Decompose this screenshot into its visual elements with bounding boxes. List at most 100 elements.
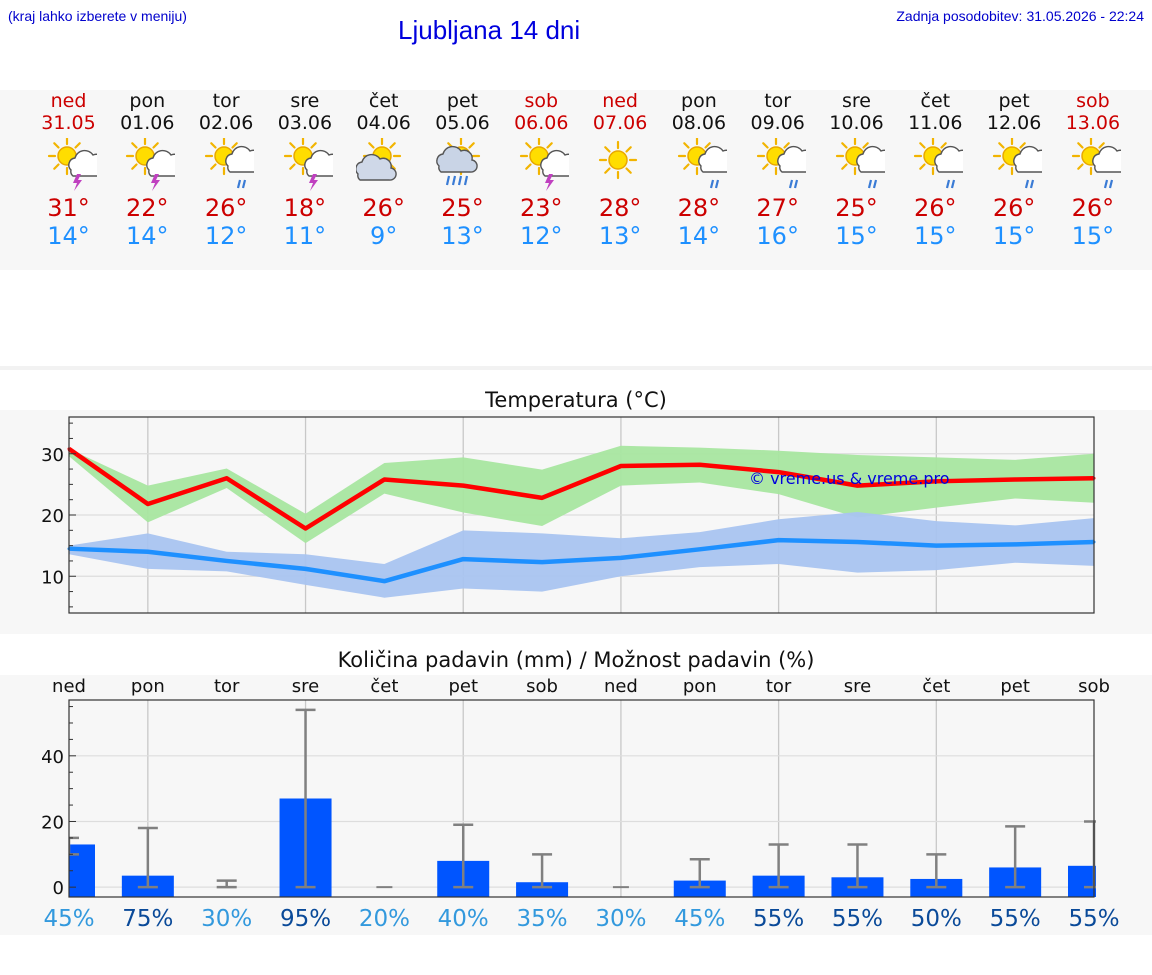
min-temp-point [461,557,465,561]
day-date: 13.06 [1065,112,1121,134]
precip-probability-label: 55% [1068,906,1119,932]
day-date: 04.06 [356,112,411,134]
day-name: pet [446,90,479,112]
precip-probability-label: 95% [280,906,331,932]
day-column: sre 03.06 18° 11° [265,90,344,250]
temp-max: 26° [204,194,248,222]
temp-max: 31° [47,194,90,222]
min-temp-point [304,567,308,571]
sun-cloud-rain-icon [756,138,806,189]
sun-cloud-thunder-icon [126,138,176,191]
y-tick-label: 20 [41,506,64,527]
max-temp-point [698,463,702,467]
page-title: Ljubljana 14 dni [398,15,581,45]
precip-probability-label: 50% [911,906,962,932]
day-column: pet 12.06 26° 15° [975,90,1054,250]
min-temp-point [382,579,386,583]
day-column: sob 13.06 26° 15° [1053,90,1132,250]
temp-max: 26° [992,194,1036,222]
sun-cloud-rain-icon [914,138,964,189]
sun-cloud-rain-icon [835,138,885,189]
temp-max: 28° [677,194,721,222]
day-name: tor [764,90,792,112]
max-temp-point [146,502,150,506]
day-name: ned [50,90,87,112]
temp-max: 22° [126,194,169,222]
x-tick-label: čet [370,676,398,697]
day-name: sob [524,90,559,112]
day-date: 05.06 [435,112,490,134]
temp-min: 13° [441,222,484,250]
day-date: 10.06 [829,112,884,134]
location-note[interactable]: (kraj lahko izberete v meniju) [8,8,187,24]
sun-cloud-thunder-icon [47,138,97,191]
y-tick-label: 30 [41,445,64,466]
precip-probability-label: 35% [517,906,568,932]
watermark: © vreme.us & vreme.pro [749,469,950,488]
temp-min: 9° [370,222,398,250]
temp-min: 15° [835,222,878,250]
day-date: 03.06 [277,112,333,134]
x-tick-label: tor [214,676,240,697]
day-name: ned [602,90,638,112]
precip-probability-label: 75% [122,906,173,932]
min-temp-point [1013,542,1017,546]
y-tick-label: 20 [41,812,64,833]
precip-bar [516,882,569,897]
last-update-label: Zadnja posodobitev: [896,8,1023,24]
min-temp-point [146,550,150,554]
max-temp-point [225,476,229,480]
day-name: pet [998,90,1030,112]
sun-cloud-rain-icon [1071,138,1121,189]
temp-min: 13° [598,222,642,250]
plot-area [69,700,1094,897]
temp-max: 26° [1071,194,1115,222]
precip-bar [673,880,726,897]
min-temp-point [855,540,859,544]
temp-min: 14° [47,222,90,250]
day-name: tor [212,90,240,112]
precip-probability-label: 55% [990,906,1041,932]
min-temp-point [619,556,623,560]
temp-max: 25° [835,194,878,222]
x-tick-label: sre [844,676,871,697]
day-name: čet [920,90,951,112]
max-temp-point [382,477,386,481]
day-column: tor 02.06 26° 12° [187,90,266,250]
x-tick-label: tor [766,676,792,697]
day-date: 12.06 [986,112,1042,134]
temp-min: 16° [756,222,799,250]
sun-cloud-icon [355,138,401,181]
day-column: ned 07.06 28° 13° [581,90,660,250]
divider [0,366,1152,370]
precip-bar [1068,865,1096,897]
day-date: 11.06 [908,112,963,134]
day-name: sob [1076,90,1110,112]
min-temp-line [68,537,1095,584]
y-tick-label: 10 [41,567,64,588]
sun-cloud-thunder-icon [283,138,333,191]
max-temp-point [619,464,623,468]
precip-probability-label: 40% [438,906,489,932]
x-tick-label: sob [1078,676,1110,697]
max-temp-point [540,496,544,500]
day-column: pon 08.06 28° 14° [659,90,738,250]
bars-layer [69,708,1096,897]
y-tick-label: 40 [41,747,64,768]
day-date: 31.05 [41,112,96,134]
temp-min: 14° [126,222,169,250]
precip-probability-label: 45% [674,906,725,932]
day-date: 07.06 [592,112,648,134]
day-date: 08.06 [671,112,727,134]
temp-min: 15° [1071,222,1115,250]
x-tick-label: pon [683,676,717,697]
x-tick-label: pet [1000,676,1030,697]
plot-frame [68,699,1095,898]
temp-max: 25° [441,194,484,222]
min-temp-point [934,544,938,548]
max-temp-point [777,470,781,474]
temp-max: 26° [362,194,405,222]
day-column: sre 10.06 25° 15° [817,90,896,250]
day-date: 09.06 [750,112,805,134]
temp-min: 12° [204,222,248,250]
